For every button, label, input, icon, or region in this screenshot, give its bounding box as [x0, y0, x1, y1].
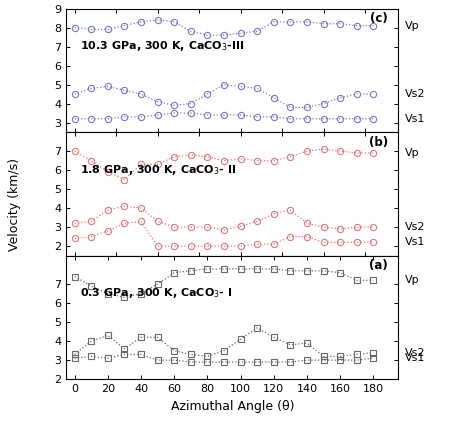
Text: Vs1: Vs1 — [405, 353, 425, 363]
Text: Vp: Vp — [405, 148, 419, 158]
Text: 0.3 GPa, 300 K, CaCO$_3$- I: 0.3 GPa, 300 K, CaCO$_3$- I — [80, 286, 232, 300]
X-axis label: Azimuthal Angle (θ): Azimuthal Angle (θ) — [171, 400, 294, 412]
Text: Vs2: Vs2 — [405, 348, 425, 357]
Text: (c): (c) — [371, 12, 388, 25]
Text: Vp: Vp — [405, 275, 419, 285]
Text: 10.3 GPa, 300 K, CaCO$_3$-III: 10.3 GPa, 300 K, CaCO$_3$-III — [80, 39, 244, 53]
Text: Velocity (km/s): Velocity (km/s) — [8, 158, 21, 251]
Text: (b): (b) — [369, 136, 388, 149]
Text: Vs1: Vs1 — [405, 237, 425, 248]
Text: Vs2: Vs2 — [405, 89, 425, 99]
Text: Vp: Vp — [405, 20, 419, 31]
Text: Vs1: Vs1 — [405, 114, 425, 124]
Text: (a): (a) — [369, 259, 388, 272]
Text: Vs2: Vs2 — [405, 222, 425, 232]
Text: 1.8 GPa, 300 K, CaCO$_3$- II: 1.8 GPa, 300 K, CaCO$_3$- II — [80, 163, 236, 177]
